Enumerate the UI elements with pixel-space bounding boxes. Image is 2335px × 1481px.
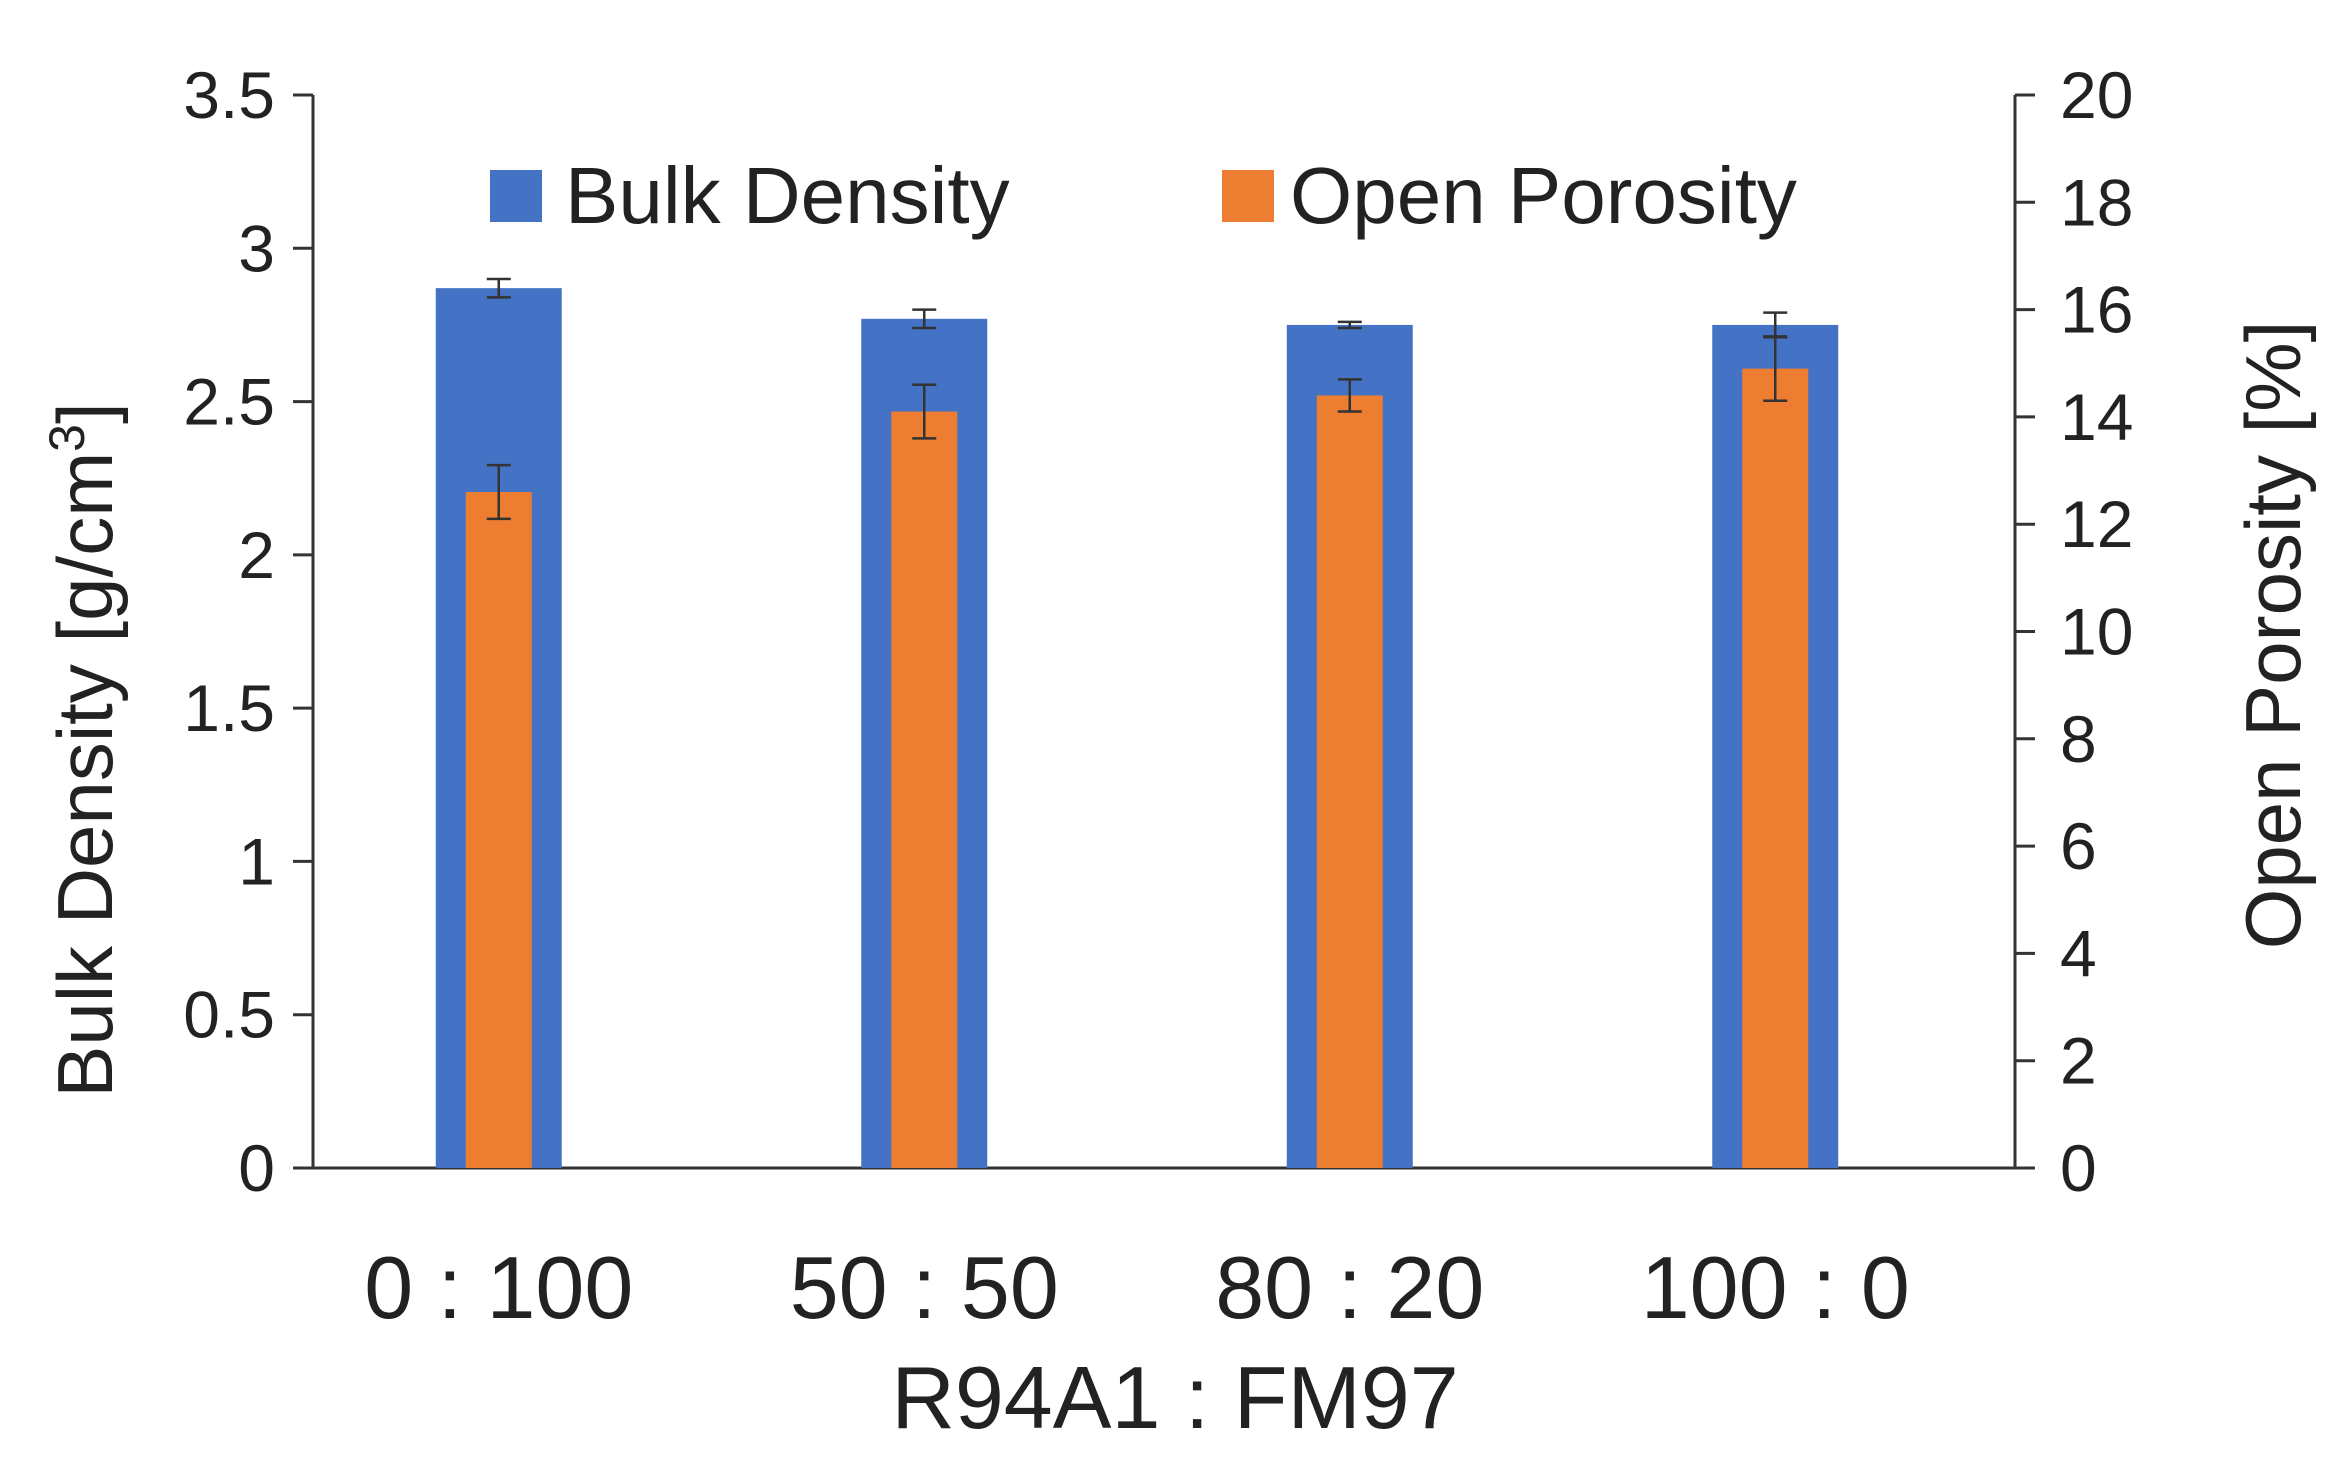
y-right-tick-label: 20	[2060, 58, 2133, 132]
y-right-tick-label: 18	[2060, 165, 2133, 239]
y-left-tick-label: 2	[238, 518, 275, 592]
y-axis-left-title-main: Bulk Density [g/cm	[41, 452, 129, 1098]
y-axis-left-title-sup: 3	[39, 424, 95, 452]
y-right-tick-label: 6	[2060, 809, 2097, 883]
bars	[435, 288, 1839, 1169]
legend-swatch-bulk-density	[490, 170, 542, 222]
bar-open-porosity	[465, 492, 532, 1168]
y-axis-left-title-end: ]	[41, 402, 129, 424]
y-axis-left-title: Bulk Density [g/cm3]	[39, 402, 129, 1097]
y-right-tick-label: 14	[2060, 380, 2133, 454]
x-tick-label: 50 : 50	[790, 1238, 1059, 1337]
x-tick-label: 80 : 20	[1215, 1238, 1484, 1337]
bar-open-porosity	[1742, 368, 1809, 1168]
y-right-tick-label: 10	[2060, 595, 2133, 669]
y-left-tick-label: 3	[238, 211, 275, 285]
legend: Bulk Density Open Porosity	[490, 151, 1797, 240]
legend-label-bulk-density: Bulk Density	[565, 151, 1010, 240]
y-left-tick-label: 2.5	[183, 365, 275, 439]
error-bars	[486, 277, 1788, 521]
y-axis-right-title: Open Porosity [%]	[2229, 321, 2317, 950]
y-left-tick-label: 1.5	[183, 671, 275, 745]
y-left-tick-label: 3.5	[183, 58, 275, 132]
x-tick-label: 0 : 100	[364, 1238, 633, 1337]
legend-swatch-open-porosity	[1222, 170, 1274, 222]
y-left-tick-label: 1	[238, 824, 275, 898]
bar-open-porosity	[891, 411, 958, 1168]
y-left-tick-label: 0	[238, 1131, 275, 1205]
y-right-tick-label: 4	[2060, 916, 2097, 990]
y-left-tick-label: 0.5	[183, 978, 275, 1052]
y-right-tick-label: 8	[2060, 702, 2097, 776]
y-right-tick-label: 16	[2060, 273, 2133, 347]
y-right-tick-label: 12	[2060, 487, 2133, 561]
x-axis-title: R94A1 : FM97	[891, 1348, 1458, 1447]
bar-open-porosity	[1316, 395, 1383, 1168]
x-tick-label: 100 : 0	[1641, 1238, 1910, 1337]
y-right-tick-label: 0	[2060, 1131, 2097, 1205]
legend-label-open-porosity: Open Porosity	[1290, 151, 1797, 240]
ticks: 0 0.5 1 1.5 2 2.5 3 3.5 0 2 4 6 8 10 12 14 16 18 20 0 : 100…	[183, 58, 2133, 1337]
y-right-tick-label: 2	[2060, 1024, 2097, 1098]
